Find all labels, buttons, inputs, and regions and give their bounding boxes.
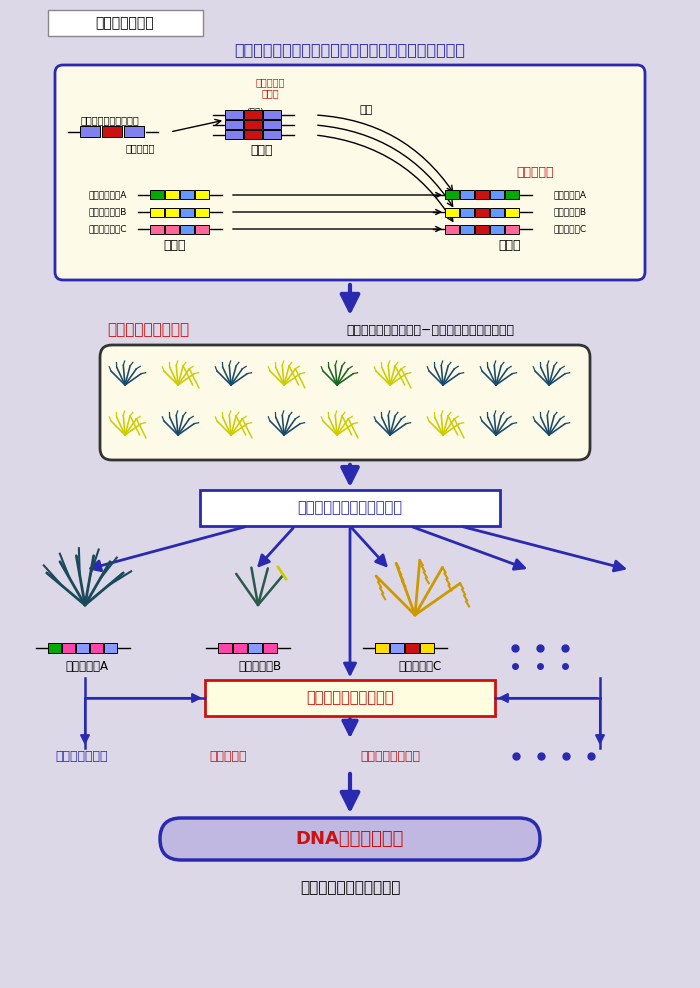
Bar [375, 643, 389, 653]
Text: 出穂時期の制御: 出穂時期の制御 [55, 750, 108, 763]
Text: 遣伝子破壊イネの形質解析: 遣伝子破壊イネの形質解析 [298, 501, 402, 516]
Bar [263, 130, 281, 139]
Bar [445, 224, 459, 233]
Text: 破壊遣伝子A: 破壊遣伝子A [554, 191, 587, 200]
Bar [490, 224, 504, 233]
Bar [48, 10, 203, 36]
Bar [80, 126, 100, 137]
Bar [180, 224, 194, 233]
Text: 破壊遣伝子B: 破壊遣伝子B [239, 660, 281, 673]
Text: 生育の制御: 生育の制御 [209, 750, 246, 763]
Text: イネの遣伝子B: イネの遣伝子B [89, 207, 127, 216]
FancyBboxPatch shape [55, 65, 645, 280]
Bar [225, 130, 243, 139]
FancyBboxPatch shape [100, 345, 590, 460]
Bar [150, 224, 164, 233]
Text: 転移: 転移 [360, 105, 373, 115]
Bar [263, 111, 281, 120]
Bar [195, 207, 209, 216]
Bar [420, 643, 434, 653]
Bar [390, 643, 404, 653]
Bar [165, 191, 179, 200]
Bar [195, 191, 209, 200]
Text: レトロトランスポゾン: レトロトランスポゾン [80, 115, 139, 125]
Bar [233, 643, 247, 653]
Bar [505, 191, 519, 200]
Text: 破壊遣伝子B: 破壊遣伝子B [554, 207, 587, 216]
Text: 破壊遣伝子C: 破壊遣伝子C [554, 224, 587, 233]
Bar [244, 130, 262, 139]
Text: ・・・: ・・・ [164, 238, 186, 252]
Bar [218, 643, 232, 653]
Text: 遣伝子の生物機能解明: 遣伝子の生物機能解明 [307, 691, 393, 705]
Bar [200, 490, 500, 526]
Bar [124, 126, 144, 137]
Text: 食糧、環境問題への貢献: 食糧、環境問題への貢献 [300, 880, 400, 895]
Bar [165, 224, 179, 233]
Bar [150, 207, 164, 216]
Bar [48, 643, 61, 653]
Bar [475, 224, 489, 233]
Bar [505, 207, 519, 216]
Text: ・・・: ・・・ [498, 238, 522, 252]
Text: 遣伝子破壊: 遣伝子破壊 [517, 167, 554, 180]
Text: 逆転写酵素: 逆転写酵素 [125, 143, 155, 153]
Bar [104, 643, 117, 653]
Text: 病害抗抗性の制御: 病害抗抗性の制御 [360, 750, 420, 763]
Bar [475, 207, 489, 216]
Bar [225, 111, 243, 120]
FancyBboxPatch shape [160, 818, 540, 860]
Bar [90, 643, 103, 653]
Bar [205, 680, 495, 716]
Text: イネの遣伝子A: イネの遣伝子A [89, 191, 127, 200]
Bar [225, 121, 243, 129]
Text: 培養による: 培養による [256, 77, 285, 87]
Text: （再分化イネ２万系統−遣伝子破壊イネ系統群）: （再分化イネ２万系統−遣伝子破壊イネ系統群） [346, 323, 514, 337]
Bar [263, 121, 281, 129]
Text: イネの遣伝子C: イネの遣伝子C [89, 224, 127, 233]
Bar [263, 643, 277, 653]
Text: DNA農業への展開: DNA農業への展開 [296, 830, 404, 848]
Bar [460, 224, 474, 233]
Bar [102, 126, 122, 137]
Text: (増殖): (増殖) [246, 108, 264, 117]
Bar [244, 121, 262, 129]
Bar [490, 207, 504, 216]
Text: 破壊遣伝子A: 破壊遣伝子A [66, 660, 108, 673]
Bar [405, 643, 419, 653]
Bar [150, 191, 164, 200]
Text: 活性化: 活性化 [261, 88, 279, 98]
Bar [180, 207, 194, 216]
Bar [445, 207, 459, 216]
Bar [165, 207, 179, 216]
Bar [195, 224, 209, 233]
Text: 研究のイメージ: 研究のイメージ [96, 16, 154, 30]
Bar [475, 191, 489, 200]
Bar [62, 643, 75, 653]
Bar [244, 111, 262, 120]
Bar [445, 191, 459, 200]
Bar [76, 643, 89, 653]
Bar [505, 224, 519, 233]
Bar [490, 191, 504, 200]
Text: ミュータントパネル: ミュータントパネル [107, 322, 189, 338]
Bar [460, 207, 474, 216]
Bar [248, 643, 262, 653]
Text: 破壊遣伝子C: 破壊遣伝子C [398, 660, 442, 673]
Bar [460, 191, 474, 200]
Text: 培養によるトランスポゾンの活性化と大量遣伝子破壊: 培養によるトランスポゾンの活性化と大量遣伝子破壊 [234, 42, 466, 57]
Text: ・・・: ・・・ [251, 143, 273, 156]
Bar [180, 191, 194, 200]
